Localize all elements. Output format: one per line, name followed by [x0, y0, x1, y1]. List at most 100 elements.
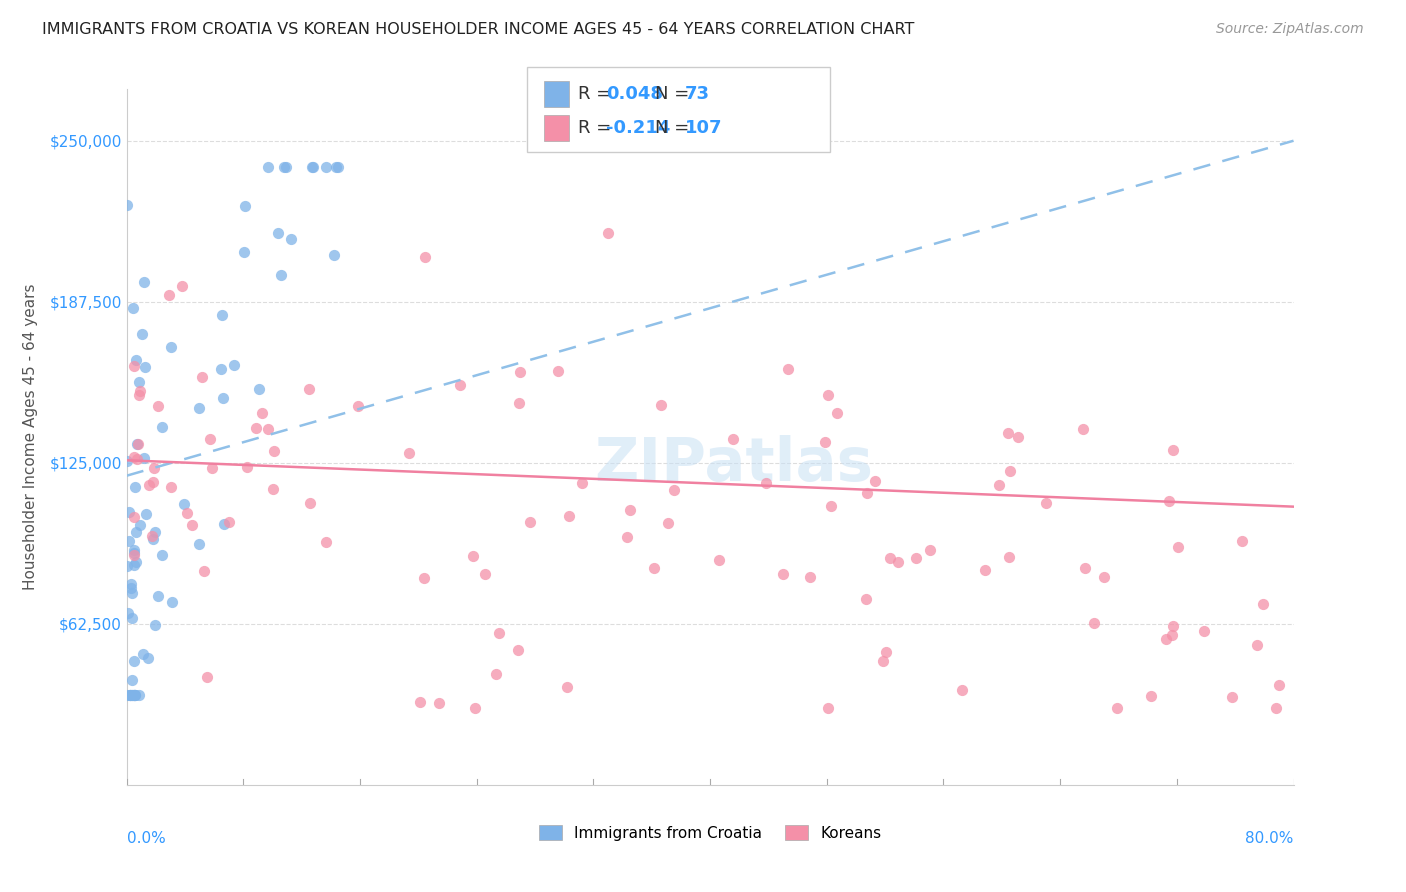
Point	[904, 551, 927, 566]
Point	[988, 477, 1011, 491]
Point	[998, 464, 1021, 478]
Point	[170, 279, 193, 293]
Point	[301, 160, 323, 174]
Point	[211, 309, 233, 323]
Point	[920, 543, 942, 558]
Point	[772, 566, 794, 581]
Point	[150, 419, 173, 434]
Point	[129, 384, 152, 399]
Point	[122, 654, 145, 668]
Point	[121, 611, 143, 625]
Point	[799, 570, 821, 584]
Point	[122, 558, 145, 572]
Point	[247, 382, 270, 396]
Point	[302, 160, 325, 174]
Point	[180, 518, 202, 533]
Point	[270, 268, 292, 282]
Point	[820, 499, 842, 513]
Point	[1107, 700, 1129, 714]
Point	[855, 592, 877, 607]
Point	[150, 549, 173, 563]
Point	[322, 248, 344, 262]
Point	[188, 537, 211, 551]
Point	[557, 508, 579, 523]
Point	[315, 535, 337, 549]
Point	[1154, 632, 1177, 646]
Point	[141, 528, 163, 542]
Point	[136, 651, 159, 665]
Point	[778, 362, 800, 376]
Point	[193, 564, 215, 578]
Point	[1161, 443, 1184, 458]
Point	[825, 405, 848, 419]
Point	[267, 226, 290, 240]
Point	[128, 375, 150, 389]
Point	[325, 160, 347, 174]
Point	[619, 503, 641, 517]
Point	[122, 359, 145, 373]
Point	[120, 688, 142, 702]
Point	[117, 454, 139, 468]
Point	[326, 160, 349, 174]
Point	[125, 452, 148, 467]
Point	[398, 445, 420, 459]
Text: 107: 107	[685, 119, 723, 136]
Point	[485, 666, 508, 681]
Point	[146, 399, 169, 413]
Point	[474, 567, 496, 582]
Point	[124, 352, 146, 367]
Point	[198, 432, 221, 446]
Point	[1230, 533, 1253, 548]
Point	[262, 482, 284, 496]
Point	[222, 358, 245, 372]
Point	[863, 475, 886, 489]
Point	[571, 475, 593, 490]
Point	[1268, 678, 1291, 692]
Point	[1161, 619, 1184, 633]
Text: N =: N =	[655, 119, 695, 136]
Point	[1159, 494, 1181, 508]
Point	[122, 688, 145, 702]
Point	[134, 359, 156, 374]
Point	[461, 549, 484, 563]
Point	[135, 507, 157, 521]
Point	[273, 160, 295, 174]
Point	[134, 276, 156, 290]
Point	[250, 406, 273, 420]
Text: R =: R =	[578, 119, 617, 136]
Point	[127, 437, 149, 451]
Point	[201, 460, 224, 475]
Point	[190, 370, 212, 384]
Point	[879, 550, 901, 565]
Point	[1140, 689, 1163, 703]
Point	[1083, 615, 1105, 630]
Point	[118, 505, 141, 519]
Point	[997, 425, 1019, 440]
Point	[121, 688, 143, 702]
Point	[427, 696, 450, 710]
Point	[125, 524, 148, 539]
Point	[657, 516, 679, 530]
Text: N =: N =	[655, 85, 695, 103]
Point	[195, 670, 218, 684]
Point	[146, 589, 169, 603]
Point	[616, 530, 638, 544]
Point	[120, 582, 142, 596]
Point	[160, 480, 183, 494]
Point	[875, 645, 897, 659]
Point	[346, 399, 368, 413]
Point	[1167, 540, 1189, 554]
Point	[412, 571, 434, 585]
Point	[122, 301, 145, 316]
Point	[122, 543, 145, 558]
Point	[1160, 627, 1182, 641]
Point	[263, 444, 285, 458]
Point	[509, 365, 531, 379]
Point	[709, 552, 731, 566]
Point	[245, 421, 267, 435]
Point	[257, 160, 280, 174]
Text: Source: ZipAtlas.com: Source: ZipAtlas.com	[1216, 22, 1364, 37]
Point	[488, 625, 510, 640]
Point	[299, 496, 322, 510]
Point	[1071, 422, 1094, 436]
